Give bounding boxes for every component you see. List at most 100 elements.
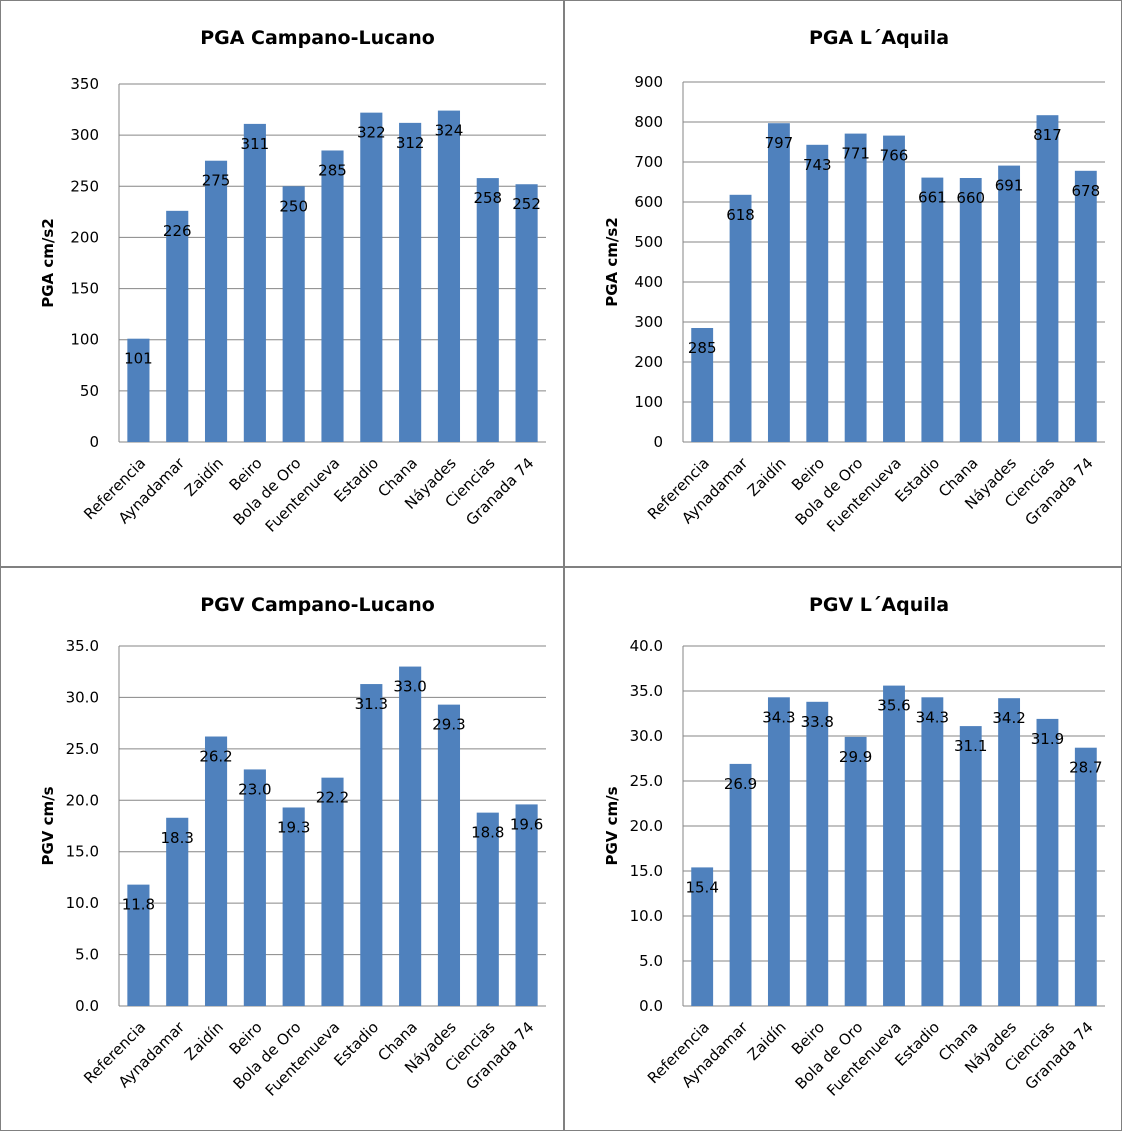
y-tick-label: 20.0 [630, 817, 663, 835]
bar-zaidin [767, 697, 790, 1006]
data-label: 19.6 [510, 815, 543, 833]
data-label: 18.8 [471, 824, 504, 842]
y-tick-label: 900 [634, 73, 663, 91]
y-axis-label: PGV cm/s [39, 786, 57, 865]
data-label: 28.7 [1069, 759, 1102, 777]
y-tick-label: 150 [70, 280, 99, 298]
y-tick-label: 35.0 [630, 682, 663, 700]
bar-granada-74 [1074, 747, 1097, 1006]
data-label: 324 [435, 122, 464, 140]
bar-referencia [691, 867, 714, 1006]
data-label: 29.3 [432, 716, 465, 734]
bar-bola-de-oro [282, 186, 305, 442]
bar-referencia [127, 338, 150, 442]
y-tick-label: 35.0 [66, 637, 99, 655]
data-label: 11.8 [122, 896, 155, 914]
bar-referencia [691, 328, 714, 442]
bar-zaidin [204, 736, 228, 1006]
chart-svg: PGV L´Aquila PGV cm/s 0.0 5.0 10.0 15.0 20.0 25… [603, 594, 1105, 1100]
y-axis-label: PGA cm/s2 [39, 218, 57, 308]
data-label: 250 [279, 197, 308, 215]
chart-title: PGV Campano-Lucano [200, 594, 435, 616]
data-label: 285 [688, 339, 717, 357]
bar-estadio [921, 177, 944, 442]
y-tick-label: 0.0 [75, 997, 99, 1015]
x-tick-label: Zaidín [181, 454, 227, 500]
data-label: 661 [918, 189, 947, 207]
y-tick-label: 0 [89, 433, 99, 451]
data-label: 101 [124, 350, 153, 368]
bar-bola-de-oro [844, 133, 867, 442]
y-tick-label: 200 [70, 228, 99, 246]
data-label: 19.3 [277, 818, 310, 836]
bar-granada-74 [1074, 170, 1097, 443]
data-label: 258 [473, 189, 502, 207]
y-tick-label: 300 [70, 126, 99, 144]
chart-title: PGA Campano-Lucano [200, 27, 435, 49]
data-label: 34.3 [916, 708, 949, 726]
bar-fuentenueva [321, 777, 344, 1006]
data-label: 31.9 [1031, 730, 1064, 748]
chart-panel-pga-campano-lucano: PGA Campano-Lucano PGA cm/s2 0 50 100 150 200 2… [0, 0, 565, 568]
y-tick-label: 0.0 [639, 997, 663, 1015]
chart-title: PGV L´Aquila [809, 594, 949, 616]
bar-ciencias [1036, 115, 1059, 442]
x-tick-label: Zaidín [744, 1018, 790, 1064]
y-tick-label: 500 [634, 233, 663, 251]
bar-bola-de-oro [844, 736, 867, 1006]
y-tick-label: 10.0 [630, 907, 663, 925]
bar-beiro [243, 123, 266, 443]
y-tick-label: 300 [634, 313, 663, 331]
data-label: 797 [765, 134, 794, 152]
bar-referencia [127, 884, 150, 1006]
bar-fuentenueva [321, 150, 344, 442]
y-tick-label: 15.0 [630, 862, 663, 880]
y-tick-label: 400 [634, 273, 663, 291]
data-label: 766 [880, 147, 909, 165]
bar-fuentenueva [883, 135, 905, 442]
x-tick-label: Zaidín [744, 454, 790, 500]
y-tick-label: 700 [634, 153, 663, 171]
data-label: 312 [396, 134, 425, 152]
y-tick-label: 100 [634, 393, 663, 411]
chart-svg: PGA Campano-Lucano PGA cm/s2 0 50 100 150 200 2… [39, 27, 546, 536]
y-tick-label: 50 [80, 382, 99, 400]
x-tick-label: Zaidín [181, 1018, 227, 1064]
y-tick-label: 250 [70, 177, 99, 195]
bar-nayades [437, 704, 461, 1006]
chart-svg: PGV Campano-Lucano PGV cm/s 0.0 5.0 10.0 15.0… [39, 594, 546, 1100]
bar-fuentenueva [883, 685, 905, 1006]
bar-beiro [806, 701, 829, 1006]
bar-chana [959, 178, 982, 442]
bar-chana [399, 122, 422, 443]
bar-aynadamar [729, 194, 752, 442]
data-label: 660 [956, 189, 985, 207]
chart-panel-pga-laquila: PGA L´Aquila PGA cm/s2 0 100 200 300 400 500 600… [565, 0, 1122, 568]
bar-zaidin [204, 160, 228, 442]
bar-chana [399, 666, 422, 1006]
bar-estadio [921, 697, 944, 1006]
data-label: 22.2 [316, 789, 349, 807]
data-label: 33.8 [801, 713, 834, 731]
data-label: 34.2 [992, 709, 1025, 727]
y-tick-label: 10.0 [66, 894, 99, 912]
bar-beiro [806, 144, 829, 443]
data-label: 771 [841, 145, 870, 163]
bar-ciencias [476, 178, 499, 443]
data-label: 285 [318, 161, 347, 179]
y-tick-label: 0 [653, 433, 663, 451]
bar-zaidin [767, 123, 790, 442]
data-label: 26.9 [724, 775, 757, 793]
chart-title: PGA L´Aquila [809, 27, 949, 49]
data-label: 311 [241, 135, 270, 153]
data-label: 23.0 [238, 780, 271, 798]
y-tick-label: 30.0 [630, 727, 663, 745]
data-label: 26.2 [199, 748, 232, 766]
data-label: 743 [803, 156, 832, 174]
chart-panel-pgv-campano-lucano: PGV Campano-Lucano PGV cm/s 0.0 5.0 10.0 15.0… [0, 568, 565, 1131]
y-tick-label: 25.0 [66, 740, 99, 758]
bar-granada-74 [515, 804, 538, 1006]
data-label: 34.3 [762, 708, 795, 726]
y-tick-label: 30.0 [66, 688, 99, 706]
